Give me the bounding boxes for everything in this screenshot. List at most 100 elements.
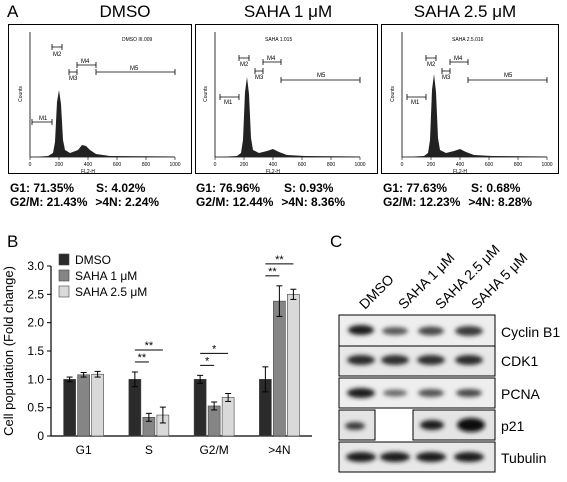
y-axis-label: Counts — [203, 86, 209, 102]
x-axis-label: FL2-H — [453, 169, 467, 175]
x-tick-label: 600 — [485, 162, 494, 168]
marker-m3: M3 — [255, 75, 264, 81]
x-tick-label: 400 — [269, 162, 278, 168]
bar — [63, 379, 76, 437]
lane-label-dmso: DMSO — [356, 271, 397, 312]
marker-m4: M4 — [454, 56, 463, 62]
marker-m5: M5 — [504, 73, 513, 79]
blot-row-cdk1: CDK1 — [338, 345, 539, 377]
x-tick-label: 600 — [113, 162, 122, 168]
x-tick-label: 800 — [327, 162, 336, 168]
histogram-title-dmso: DMSO — [99, 2, 151, 21]
band-label-p21: p21 — [501, 418, 525, 434]
stat-s: S: 0.93% — [284, 181, 334, 195]
stat-gt4n: >4N: 2.24% — [95, 195, 160, 209]
histogram-file-label: SAHA 1.015 — [265, 37, 292, 43]
blot-row-p21: p21 — [338, 409, 525, 441]
marker-m5: M5 — [130, 66, 139, 72]
x-tick-label: 0 — [214, 162, 217, 168]
legend-label: SAHA 1 μM — [75, 269, 137, 283]
bar — [91, 373, 104, 437]
x-tick-label: 1000 — [541, 162, 552, 168]
histogram-saha25: M1 M2 M3 M4 M5 SAHA 2.5.016 0 200 400 60… — [390, 31, 553, 175]
y-tick-label: 0 — [37, 429, 44, 443]
stat-g2m: G2/M: 12.44% — [196, 195, 274, 209]
x-tick-label: 0 — [29, 162, 32, 168]
x-tick-label: 400 — [84, 162, 93, 168]
bar — [193, 379, 207, 437]
legend-swatch — [58, 269, 70, 282]
x-tick-label: 0 — [401, 162, 404, 168]
bar — [273, 300, 286, 437]
legend-swatch — [58, 253, 70, 266]
bar — [221, 397, 235, 437]
marker-m3: M3 — [69, 76, 78, 82]
stats-saha1: G1: 76.96% S: 0.93% G2/M: 12.44% >4N: 8.36… — [196, 181, 345, 209]
stat-gt4n: >4N: 8.28% — [468, 195, 533, 209]
stats-dmso: G1: 71.35% S: 4.02% G2/M: 21.43% >4N: 2.24… — [10, 181, 159, 209]
marker-m4: M4 — [81, 59, 90, 65]
panel-b-letter: B — [7, 232, 19, 251]
legend-label: SAHA 2.5 μM — [75, 285, 147, 299]
y-axis-label: Counts — [18, 86, 24, 102]
significance-label: ** — [268, 266, 277, 278]
marker-m2: M2 — [53, 52, 62, 58]
y-tick-label: 1.5 — [27, 344, 44, 358]
x-tick-label: G2/M — [199, 443, 228, 457]
stat-g2m: G2/M: 12.23% — [383, 195, 461, 209]
significance-label: ** — [145, 340, 154, 352]
blot-row-cyclin-b1: Cyclin B1 — [338, 314, 560, 349]
stat-gt4n: >4N: 8.36% — [281, 195, 346, 209]
y-tick-label: 2.0 — [27, 316, 44, 330]
western-blot: DMSO SAHA 1 μM SAHA 2.5 μM SAHA 5 μM Cyc… — [338, 241, 560, 473]
significance-label: * — [212, 343, 217, 355]
marker-m1: M1 — [224, 100, 233, 106]
x-tick-label: G1 — [76, 443, 92, 457]
band-label-cyclin-b1: Cyclin B1 — [501, 324, 560, 340]
marker-m1: M1 — [39, 116, 48, 122]
y-axis-label: Cell population (Fold change) — [1, 266, 16, 436]
y-axis-label: Counts — [390, 86, 396, 102]
x-tick-label: 200 — [55, 162, 64, 168]
y-tick-label: 2.5 — [27, 287, 44, 301]
y-tick-label: 3.0 — [27, 259, 44, 273]
flow-histograms: M1 M2 M3 M4 M5 DMSO III.009 0 200 400 60… — [18, 31, 553, 175]
bar — [128, 379, 142, 437]
panel-a-letter: A — [7, 2, 19, 21]
histogram-title-saha1: SAHA 1 μM — [243, 2, 333, 21]
x-tick-label: 200 — [240, 162, 249, 168]
x-tick-label: 800 — [514, 162, 523, 168]
significance-label: * — [205, 355, 210, 367]
band-label-cdk1: CDK1 — [501, 353, 539, 369]
histogram-frame-dmso — [8, 24, 192, 174]
significance-label: ** — [275, 254, 284, 266]
x-tick-label: 400 — [456, 162, 465, 168]
significance-label: ** — [138, 352, 147, 364]
marker-m5: M5 — [317, 73, 326, 79]
marker-m2: M2 — [240, 62, 249, 68]
x-axis-label: FL2-H — [266, 169, 280, 175]
x-tick-label: 1000 — [169, 162, 180, 168]
blot-row-pcna: PCNA — [338, 377, 541, 409]
stat-g2m: G2/M: 21.43% — [10, 195, 88, 209]
x-axis-label: FL2-H — [81, 169, 95, 175]
band-label-pcna: PCNA — [501, 386, 541, 402]
x-tick-label: 800 — [142, 162, 151, 168]
stat-g1: G1: 71.35% — [10, 181, 75, 195]
histogram-dmso: M1 M2 M3 M4 M5 DMSO III.009 0 200 400 60… — [18, 31, 181, 175]
bar — [77, 374, 90, 437]
marker-m4: M4 — [267, 56, 276, 62]
marker-m2: M2 — [427, 62, 436, 68]
stats-saha25: G1: 77.63% S: 0.68% G2/M: 12.23% >4N: 8.28… — [383, 181, 532, 209]
marker-m3: M3 — [442, 75, 451, 81]
stat-g1: G1: 77.63% — [383, 181, 448, 195]
marker-m1: M1 — [411, 100, 420, 106]
blot-row-tubulin: Tubulin — [338, 441, 546, 473]
x-tick-label: 600 — [298, 162, 307, 168]
histogram-file-label: DMSO III.009 — [122, 37, 153, 43]
y-tick-label: 0.5 — [27, 401, 44, 415]
bar — [207, 405, 221, 437]
histogram-file-label: SAHA 2.5.016 — [452, 37, 484, 43]
x-tick-label: 200 — [427, 162, 436, 168]
panel-c-letter: C — [330, 232, 343, 251]
